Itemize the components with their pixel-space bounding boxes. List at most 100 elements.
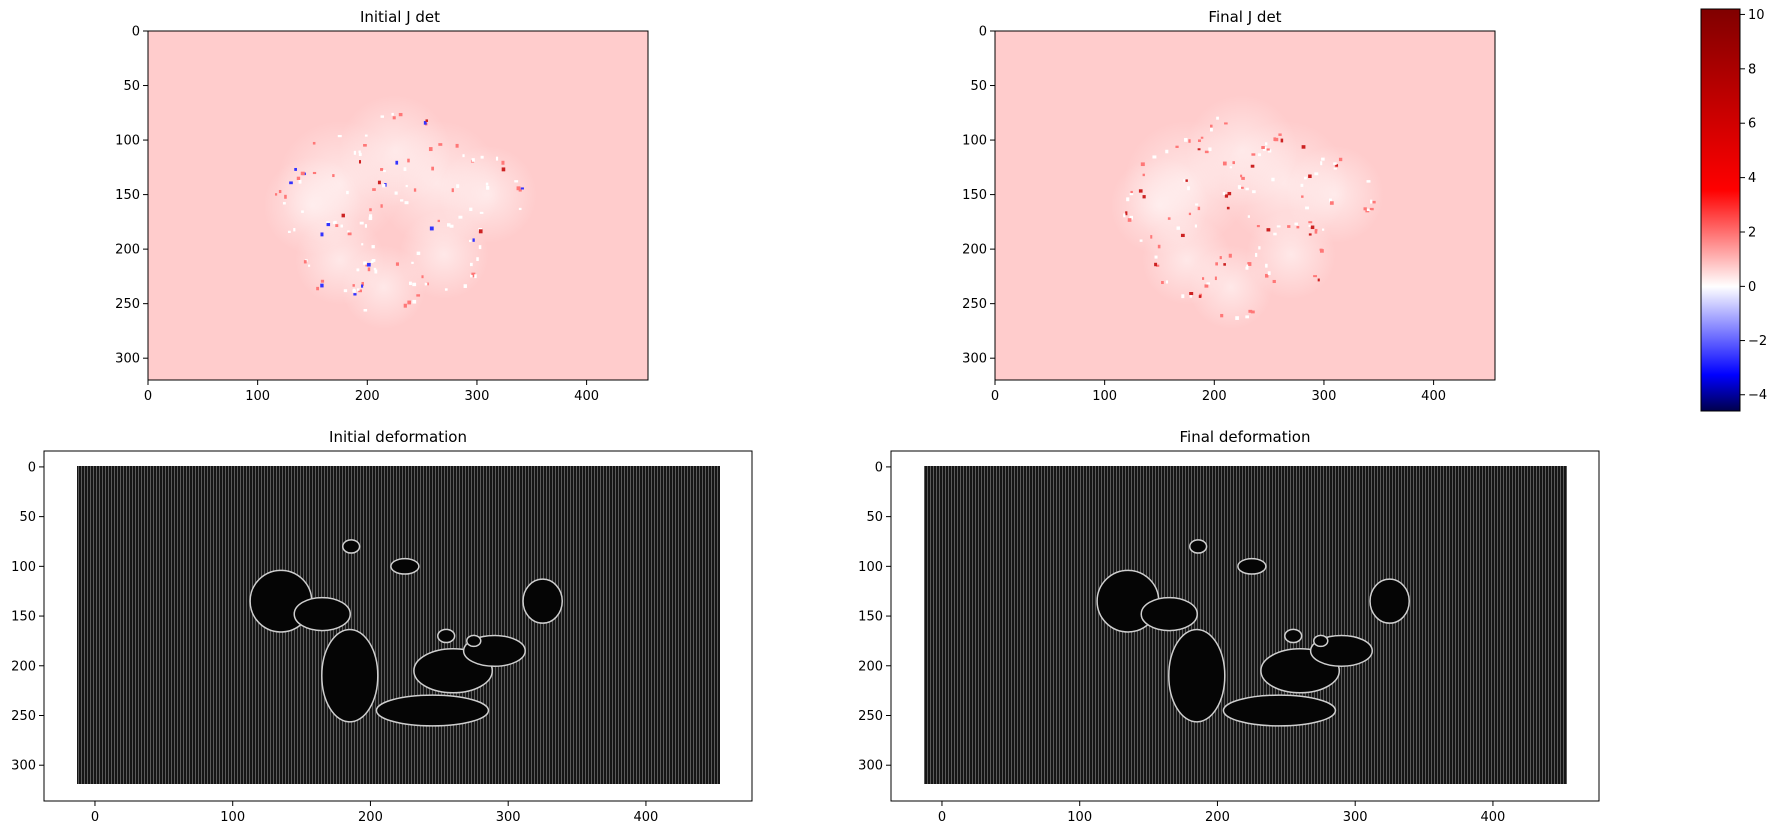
- y-tick-label: 200: [11, 659, 36, 674]
- jdet-speck: [1216, 116, 1219, 120]
- jdet-speck: [1197, 148, 1201, 151]
- jdet-speck: [1303, 176, 1307, 180]
- jdet-speck: [1200, 136, 1204, 139]
- deformation-blob: [375, 694, 490, 727]
- x-tick-label: 300: [1343, 810, 1368, 825]
- jdet-speck: [1130, 190, 1133, 194]
- jdet-speck: [1265, 263, 1268, 268]
- jdet-speck: [429, 226, 434, 231]
- jdet-speck: [1372, 200, 1376, 204]
- jdet-speck: [392, 116, 396, 120]
- deformation-blob: [321, 628, 379, 723]
- jdet-speck: [1250, 310, 1255, 314]
- jdet-speck: [403, 303, 407, 308]
- jdet-speck: [1305, 206, 1310, 210]
- jdet-speck: [365, 262, 368, 267]
- jdet-speck: [1319, 249, 1324, 253]
- jdet-speck: [520, 187, 524, 190]
- jdet-speck: [416, 294, 421, 297]
- jdet-speck: [469, 207, 473, 211]
- deformation-blob: [1284, 628, 1303, 644]
- jdet-speck: [1138, 189, 1143, 193]
- jdet-region: [263, 156, 362, 255]
- jdet-speck: [367, 267, 371, 272]
- jdet-speck: [412, 282, 417, 287]
- jdet-speck: [468, 239, 472, 243]
- deformation-blob: [1369, 578, 1410, 624]
- panel-initial-deformation: Initial deformation 0 100 200 300 400 0 50 100 1…: [11, 428, 753, 825]
- jdet-speck: [1208, 147, 1212, 151]
- jdet-speck: [1204, 150, 1209, 154]
- y-tick-label: 0: [28, 460, 36, 475]
- jdet-speck: [1202, 277, 1205, 280]
- jdet-speck: [1187, 186, 1190, 191]
- jdet-speck: [398, 112, 403, 117]
- jdet-speck: [278, 189, 282, 194]
- jdet-speck: [332, 174, 335, 178]
- jdet-speck: [312, 141, 316, 145]
- jdet-region: [1285, 145, 1384, 244]
- grid-image: [924, 466, 1567, 784]
- jdet-speck: [300, 171, 305, 176]
- jdet-speck: [1333, 167, 1337, 170]
- jdet-speck: [1280, 138, 1284, 143]
- jdet-speck: [411, 261, 414, 264]
- jdet-speck: [1264, 142, 1268, 146]
- jdet-speck: [289, 181, 293, 185]
- y-tick-label: 50: [970, 79, 987, 94]
- jdet-speck: [1123, 213, 1126, 218]
- jdet-speck: [1251, 153, 1256, 156]
- jdet-speck: [368, 216, 373, 221]
- panel-title: Final deformation: [1180, 428, 1311, 446]
- jdet-speck: [284, 194, 287, 199]
- jdet-speck: [294, 167, 297, 171]
- deformation-blob: [293, 596, 351, 632]
- jdet-speck: [1258, 246, 1261, 250]
- y-tick-label: 200: [115, 243, 140, 258]
- jdet-speck: [1197, 206, 1201, 211]
- jdet-speck: [416, 251, 421, 256]
- jdet-speck: [501, 160, 505, 165]
- jdet-speck: [447, 223, 451, 227]
- jdet-speck: [472, 238, 475, 242]
- colorbar-tick-label: 4: [1748, 171, 1756, 186]
- jdet-speck: [369, 208, 372, 212]
- jdet-speck: [380, 168, 384, 171]
- jdet-speck: [1185, 179, 1188, 182]
- panel-title: Initial deformation: [329, 428, 467, 446]
- deformation-blob: [342, 539, 361, 554]
- x-tick-label: 100: [1067, 810, 1092, 825]
- x-tick-label: 200: [358, 810, 383, 825]
- jdet-speck: [1157, 244, 1161, 249]
- heatmap-structure: [1110, 94, 1384, 330]
- jdet-speck: [1229, 166, 1233, 169]
- jdet-speck: [1241, 176, 1245, 180]
- jdet-speck: [470, 274, 473, 278]
- deformation-blob: [522, 578, 563, 624]
- jdet-speck: [1154, 255, 1158, 259]
- jdet-speck: [1246, 264, 1249, 268]
- jdet-speck: [1209, 127, 1213, 132]
- deformation-blob: [1168, 628, 1226, 723]
- jdet-speck: [1310, 225, 1315, 230]
- jdet-speck: [1265, 273, 1269, 278]
- jdet-speck: [371, 259, 376, 262]
- jdet-speck: [1319, 248, 1323, 251]
- jdet-speck: [364, 134, 368, 137]
- jdet-speck: [485, 182, 489, 186]
- jdet-speck: [383, 169, 386, 173]
- jdet-speck: [1266, 148, 1270, 151]
- jdet-speck: [1278, 133, 1282, 136]
- jdet-speck: [1245, 187, 1249, 191]
- colorbar-tick-label: −4: [1748, 388, 1767, 403]
- jdet-speck: [1256, 225, 1260, 228]
- jdet-speck: [303, 260, 307, 264]
- jdet-speck: [478, 229, 483, 234]
- jdet-speck: [363, 309, 368, 312]
- jdet-speck: [1321, 157, 1325, 161]
- jdet-speck: [1267, 149, 1272, 153]
- jdet-speck: [372, 188, 376, 191]
- jdet-speck: [1301, 145, 1306, 149]
- x-tick-label: 100: [220, 810, 245, 825]
- jdet-speck: [407, 158, 410, 163]
